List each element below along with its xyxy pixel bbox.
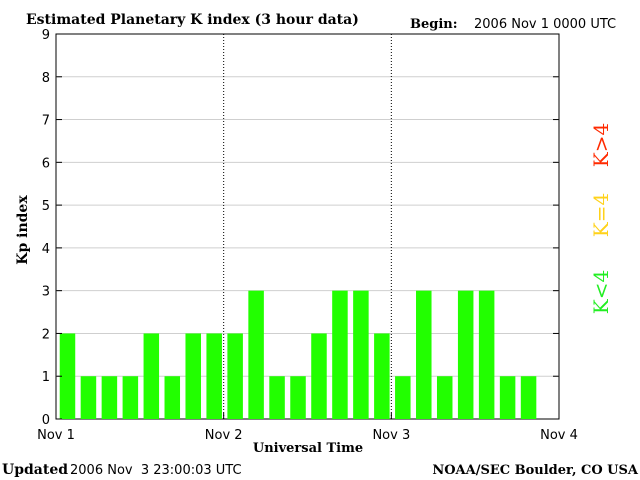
- kp-bar: [457, 290, 474, 419]
- x-axis-label: Universal Time: [253, 441, 363, 456]
- legend-item: K<4: [589, 270, 613, 314]
- y-tick-label: 3: [42, 285, 50, 300]
- kp-bar: [332, 290, 348, 419]
- x-axis-ticks: Nov 1 Nov 2 Nov 3 Nov 4: [37, 413, 578, 443]
- kp-bar: [164, 376, 181, 419]
- y-tick-label: 8: [42, 71, 50, 86]
- y-tick-label: 7: [42, 114, 50, 129]
- kp-bar: [374, 333, 390, 419]
- kp-bar: [80, 376, 97, 419]
- x-tick-label: Nov 1: [37, 428, 75, 443]
- kp-bar: [227, 333, 243, 419]
- kp-bar: [311, 333, 327, 419]
- kp-bar: [248, 290, 264, 419]
- chart-title: Estimated Planetary K index (3 hour data…: [26, 12, 359, 28]
- kp-bar: [436, 376, 453, 419]
- y-tick-label: 5: [42, 199, 50, 214]
- kp-bar: [269, 376, 285, 419]
- x-tick-label: Nov 4: [540, 428, 578, 443]
- bars: [59, 290, 537, 419]
- y-tick-label: 9: [42, 28, 50, 43]
- source-credit: NOAA/SEC Boulder, CO USA: [432, 463, 639, 478]
- updated-label: Updated: [2, 462, 68, 478]
- kp-bar: [353, 290, 369, 419]
- kp-bar: [520, 376, 537, 419]
- y-tick-label: 1: [42, 370, 50, 385]
- legend-item: K=4: [589, 193, 613, 237]
- y-tick-label: 6: [42, 156, 50, 171]
- kp-bar: [416, 290, 432, 419]
- x-tick-label: Nov 2: [205, 428, 243, 443]
- begin-label: Begin:: [410, 17, 458, 32]
- legend-item: K>4: [589, 123, 613, 167]
- kp-bar: [122, 376, 139, 419]
- x-tick-label: Nov 3: [372, 428, 410, 443]
- kp-bar: [143, 333, 160, 419]
- y-tick-label: 0: [42, 413, 50, 428]
- kp-bar: [101, 376, 118, 419]
- legend: K>4 K=4 K<4: [589, 123, 613, 314]
- y-tick-label: 4: [42, 242, 50, 257]
- plot-area: [55, 33, 560, 420]
- begin-value: 2006 Nov 1 0000 UTC: [474, 17, 616, 32]
- updated-value: 2006 Nov 3 23:00:03 UTC: [70, 463, 242, 478]
- grid-lines: [56, 76, 559, 377]
- kp-bar: [185, 333, 201, 419]
- y-axis-label: Kp index: [15, 195, 31, 265]
- kp-bar: [290, 376, 306, 419]
- kp-bar: [395, 376, 411, 419]
- kp-bar: [206, 333, 222, 419]
- y-axis-ticks: 0 1 2 3 4 5 6 7 8 9: [42, 28, 559, 428]
- kp-bar: [478, 290, 495, 419]
- day-separators: [223, 34, 392, 419]
- kp-bar: [59, 333, 76, 419]
- kp-bar: [499, 376, 516, 419]
- y-tick-label: 2: [42, 327, 50, 342]
